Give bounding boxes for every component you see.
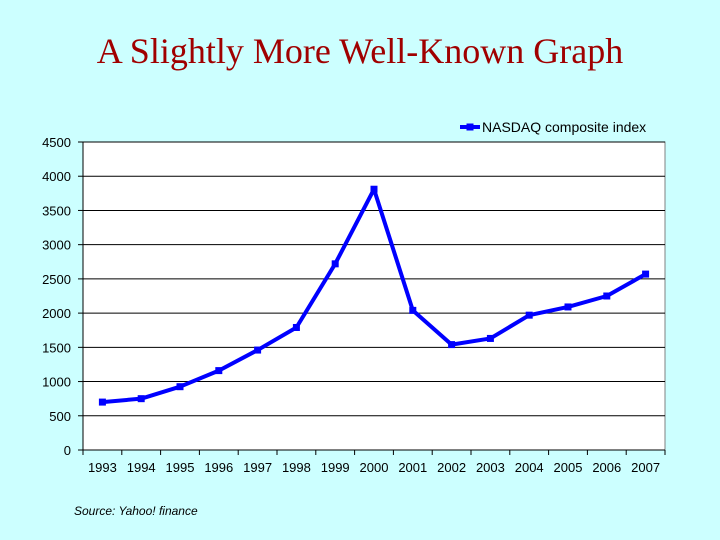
data-point [137,395,145,403]
x-tick-label: 1997 [243,460,272,475]
data-point [254,346,262,354]
y-tick-label: 0 [64,443,71,458]
legend-marker [466,123,474,131]
x-tick-label: 2001 [398,460,427,475]
x-tick-label: 1996 [204,460,233,475]
data-point [370,185,378,193]
y-tick-label: 500 [49,409,71,424]
data-point [292,323,300,331]
x-tick-label: 2004 [515,460,544,475]
x-tick-label: 2003 [476,460,505,475]
x-tick-label: 1995 [166,460,195,475]
data-point [564,303,572,311]
slide-title: A Slightly More Well-Known Graph [96,31,624,71]
y-tick-label: 3500 [42,203,71,218]
data-point [448,341,456,349]
source-note: Source: Yahoo! finance [74,504,198,518]
x-axis-ticks: 1993 1994 1995 1996 1997 1998 1999 2000 2001 2002… [82,450,666,475]
data-point [486,334,494,342]
x-tick-label: 2002 [437,460,466,475]
data-point [98,398,106,406]
y-axis-ticks: 0 500 1000 1500 2000 2500 3000 3500 4000 4500 [42,135,83,458]
y-tick-label: 3000 [42,238,71,253]
y-tick-label: 2500 [42,272,71,287]
x-tick-label: 2007 [631,460,660,475]
data-point [603,292,611,300]
y-tick-label: 1000 [42,375,71,390]
y-tick-label: 4500 [42,135,71,150]
data-point [642,270,650,278]
y-tick-label: 1500 [42,340,71,355]
data-point [331,260,339,268]
legend: NASDAQ composite index [460,119,646,135]
x-tick-label: 1993 [88,460,117,475]
x-tick-label: 2000 [360,460,389,475]
axes [82,142,665,451]
y-tick-label: 4000 [42,169,71,184]
x-tick-label: 1998 [282,460,311,475]
x-tick-label: 2005 [554,460,583,475]
x-tick-label: 1999 [321,460,350,475]
y-tick-label: 2000 [42,306,71,321]
data-point [409,306,417,314]
x-tick-label: 2006 [592,460,621,475]
data-point [215,367,223,375]
data-point [525,311,533,319]
legend-label: NASDAQ composite index [482,119,646,135]
series-layer [98,185,650,406]
gridlines [83,141,665,417]
x-tick-label: 1994 [127,460,156,475]
data-point [176,383,184,391]
